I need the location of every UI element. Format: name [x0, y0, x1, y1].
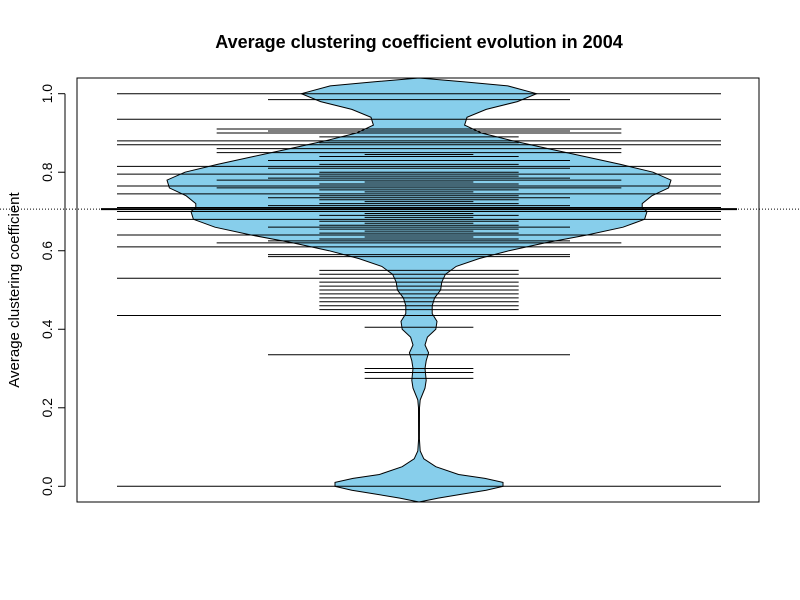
y-axis-label: Average clustering coefficient [6, 191, 23, 387]
y-tick-label: 0.0 [39, 476, 55, 496]
y-tick-label: 1.0 [39, 84, 55, 104]
observation-lines [101, 93, 737, 487]
y-tick-label: 0.6 [39, 241, 55, 261]
y-tick-label: 0.4 [39, 319, 55, 339]
y-tick-label: 0.2 [39, 398, 55, 418]
plot-frame [76, 77, 760, 503]
y-axis: 0.0 0.2 0.4 0.6 0.8 1.0 [39, 84, 66, 496]
y-tick-label: 0.8 [39, 162, 55, 182]
chart-title: Average clustering coefficient evolution… [215, 32, 622, 52]
